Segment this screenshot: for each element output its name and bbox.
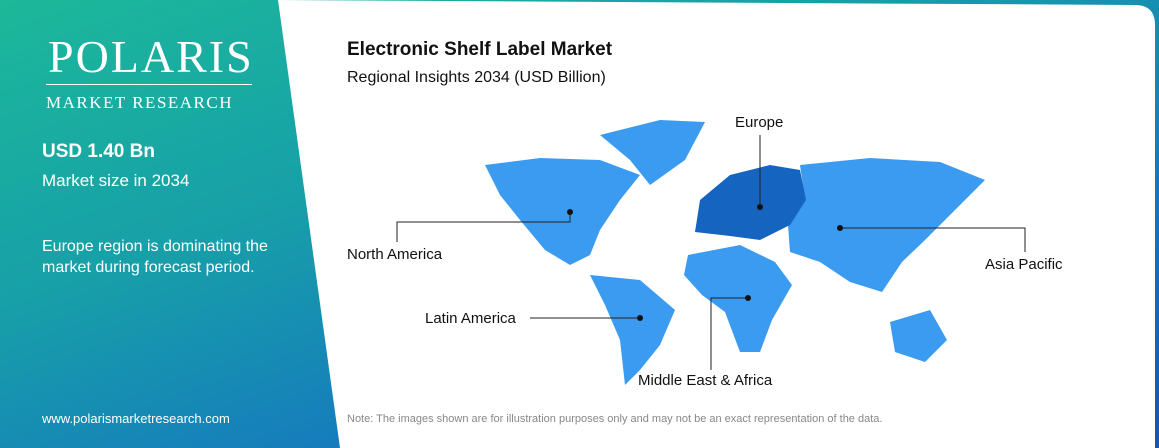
greenland-shape (600, 120, 705, 185)
leader-lines (396, 135, 1026, 370)
leader-line (710, 297, 748, 370)
australia-shape (890, 310, 947, 362)
insight: Europe region is dominating the market d… (42, 238, 268, 276)
europe-shape (695, 165, 806, 240)
world-map (485, 120, 985, 385)
logo-tagline: MARKET RESEARCH (46, 93, 234, 112)
note: Note: The images shown are for illustrat… (347, 413, 882, 425)
region-label: Middle East & Africa (638, 372, 773, 389)
leader-line (840, 227, 1026, 252)
leader-line (396, 212, 571, 242)
subtitle: Regional Insights 2034 (USD Billion) (347, 69, 606, 86)
dot (837, 225, 843, 231)
region-label: Asia Pacific (985, 256, 1063, 273)
website: www.polarismarketresearch.com (42, 411, 230, 426)
dot (637, 315, 643, 321)
market-size: USD 1.40 Bn (42, 141, 155, 162)
dot (567, 209, 573, 215)
region-label: Latin America (425, 310, 517, 327)
dots (567, 204, 843, 321)
dot (757, 204, 763, 210)
logo-name: POLARIS (48, 31, 254, 82)
title: Electronic Shelf Label Market (347, 39, 613, 60)
region-label: Europe (735, 114, 783, 131)
dot (745, 295, 751, 301)
region-label: North America (347, 246, 443, 263)
asia-shape (788, 158, 985, 292)
north-america-shape (485, 158, 640, 265)
market-size-label: Market size in 2034 (42, 171, 190, 190)
latin-america-shape (590, 275, 675, 385)
